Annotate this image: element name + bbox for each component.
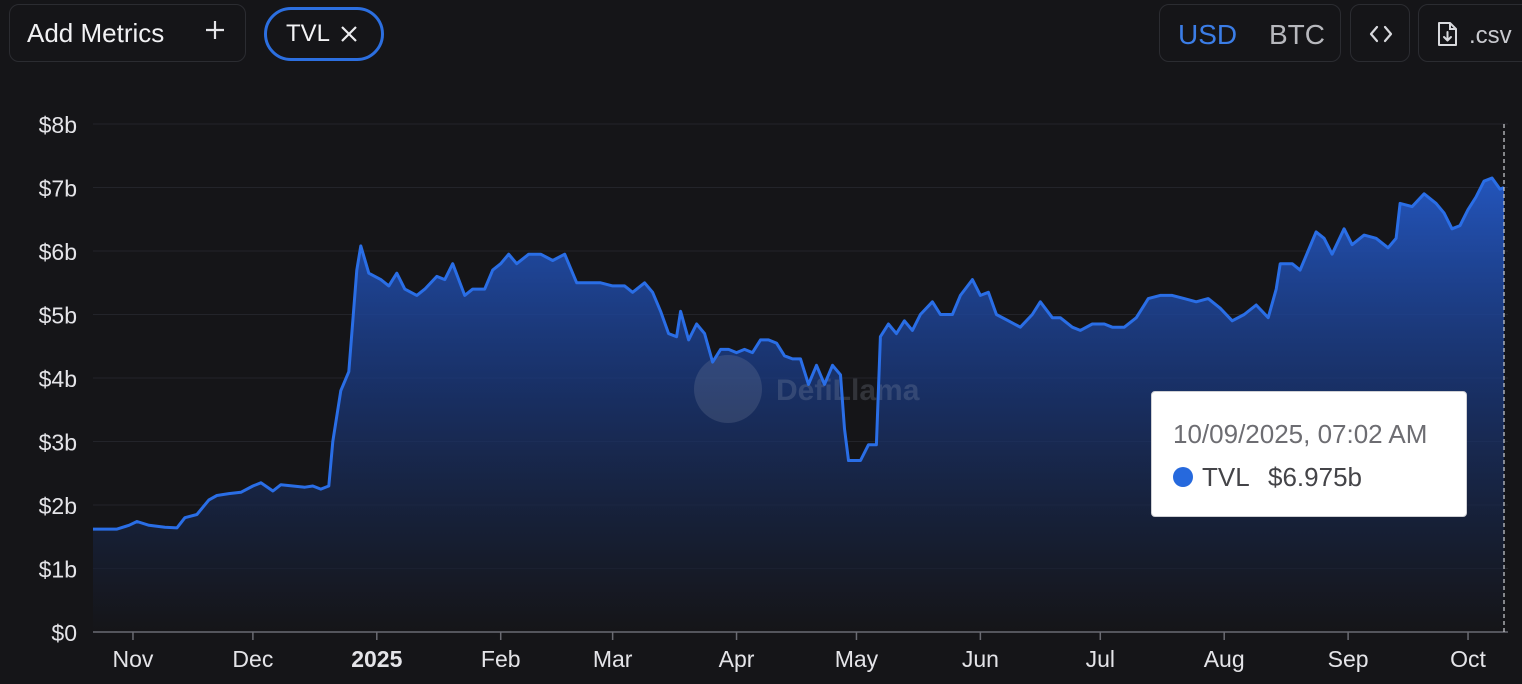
llama-logo-icon (694, 355, 762, 423)
y-tick-label: $7b (39, 176, 77, 202)
currency-usd-option[interactable]: USD (1178, 19, 1238, 50)
tvl-area (93, 178, 1504, 632)
close-icon[interactable] (339, 24, 359, 44)
x-tick-label: Feb (481, 646, 521, 672)
x-tick-label: Dec (232, 646, 273, 672)
y-tick-label: $6b (39, 239, 77, 265)
csv-label: .csv (1469, 22, 1512, 49)
add-metrics-button[interactable]: Add Metrics (9, 4, 246, 62)
watermark-text: DefiLlama (776, 374, 920, 407)
defillama-watermark: DefiLlama (694, 355, 920, 423)
plus-icon (206, 21, 224, 39)
chart-line-layer (93, 176, 1505, 531)
currency-toggle: USD BTC (1159, 4, 1341, 62)
metric-chip-label: TVL (286, 20, 331, 47)
x-tick-label: Apr (719, 646, 755, 672)
x-tick-label: Mar (593, 646, 633, 672)
chart-area-layer (93, 178, 1504, 632)
embed-button[interactable] (1350, 4, 1410, 62)
x-tick-label: 2025 (351, 646, 402, 672)
x-tick-label: Jul (1086, 646, 1115, 672)
tooltip-date: 10/09/2025, 07:02 AM (1173, 419, 1428, 449)
metric-chip-tvl[interactable]: TVL (264, 7, 384, 61)
y-tick-label: $4b (39, 366, 77, 392)
tooltip-value: $6.975b (1268, 462, 1362, 492)
y-tick-label: $1b (39, 557, 77, 583)
y-tick-label: $5b (39, 303, 77, 329)
tvl-line (93, 176, 1505, 531)
currency-btc-option[interactable]: BTC (1269, 19, 1325, 50)
y-tick-label: $0 (51, 620, 77, 646)
x-tick-label: Nov (113, 646, 154, 672)
y-tick-label: $3b (39, 430, 77, 456)
file-download-icon (1438, 22, 1457, 46)
x-tick-label: Aug (1204, 646, 1245, 672)
y-tick-label: $2b (39, 493, 77, 519)
csv-download-button[interactable]: .csv (1418, 4, 1522, 62)
x-tick-label: Oct (1450, 646, 1486, 672)
code-brackets-icon (1369, 25, 1393, 43)
add-metrics-label: Add Metrics (27, 17, 165, 48)
toolbar: Add Metrics TVL USD BTC .csv (0, 0, 1522, 70)
x-tick-label: May (835, 646, 879, 672)
y-axis: $0 $1b $2b $3b $4b $5b $6b $7b $8b (39, 112, 77, 646)
x-axis: Nov Dec 2025 Feb Mar Apr May Jun Jul Aug Sep Oct (93, 631, 1508, 672)
x-tick-label: Jun (962, 646, 999, 672)
chart-tooltip: 10/09/2025, 07:02 AM TVL $6.975b (1151, 391, 1467, 517)
y-tick-label: $8b (39, 112, 77, 138)
x-tick-label: Sep (1328, 646, 1369, 672)
tooltip-series-name: TVL (1202, 462, 1250, 492)
series-color-dot (1173, 467, 1193, 487)
